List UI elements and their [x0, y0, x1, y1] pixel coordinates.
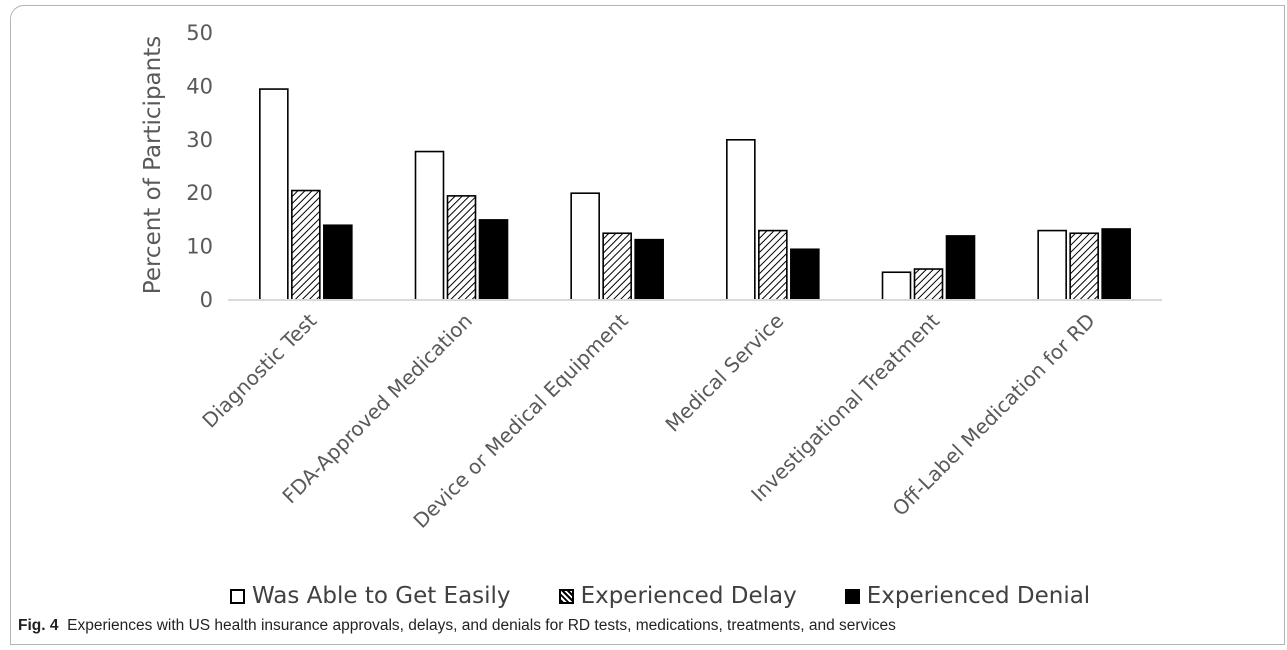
bar-experienced-delay-diagnostic-test: [291, 189, 321, 301]
bar-experienced-delay-medical-service: [758, 229, 788, 301]
bar-experienced-denial-device-or-medical-equipment: [634, 238, 664, 301]
y-tick-label: 0: [200, 288, 213, 312]
bar-experienced-denial-off-label-medication-for-rd: [1101, 228, 1131, 301]
bar-was-able-to-get-easily-medical-service: [726, 139, 756, 301]
bar-experienced-denial-medical-service: [790, 248, 820, 301]
legend-label-denial: Experienced Denial: [866, 583, 1091, 609]
legend-item-easily: Was Able to Get Easily: [230, 583, 511, 609]
bar-was-able-to-get-easily-investigational-treatment: [881, 271, 912, 301]
bar-experienced-delay-off-label-medication-for-rd: [1069, 232, 1099, 301]
y-tick-label: 10: [186, 235, 213, 259]
bar-was-able-to-get-easily-diagnostic-test: [259, 88, 289, 301]
bar-experienced-denial-fda-approved-medication: [478, 219, 509, 301]
legend-label-delay: Experienced Delay: [580, 583, 797, 609]
legend-item-denial: Experienced Denial: [844, 583, 1091, 609]
bar-experienced-delay-investigational-treatment: [913, 268, 944, 301]
x-category-label: Medical Service: [660, 309, 788, 437]
bar-was-able-to-get-easily-device-or-medical-equipment: [570, 192, 600, 301]
bar-experienced-delay-fda-approved-medication: [446, 195, 477, 301]
bar-chart: Percent of Participants 0 10 20 30 40 50 Diag…: [140, 21, 1162, 533]
y-tick-label: 50: [186, 21, 213, 45]
bar-experienced-denial-diagnostic-test: [323, 224, 353, 301]
figure-caption-text: Experiences with US health insurance app…: [67, 617, 896, 634]
bar-was-able-to-get-easily-fda-approved-medication: [414, 150, 445, 301]
y-tick-label: 30: [186, 128, 213, 152]
legend-swatch-easily: [230, 588, 245, 604]
bar-experienced-delay-device-or-medical-equipment: [602, 232, 632, 301]
y-axis-label: Percent of Participants: [140, 36, 166, 294]
figure-frame: [10, 5, 1285, 645]
figure-caption-label: Fig. 4: [18, 617, 59, 634]
bar-was-able-to-get-easily-off-label-medication-for-rd: [1037, 229, 1067, 301]
y-tick-label: 20: [186, 181, 213, 205]
bar-experienced-denial-investigational-treatment: [945, 235, 976, 301]
legend-swatch-denial: [844, 588, 860, 604]
figure-caption: Fig. 4 Experiences with US health insura…: [18, 617, 896, 635]
legend-item-delay: Experienced Delay: [558, 583, 797, 609]
legend-swatch-delay: [558, 588, 574, 604]
legend-label-easily: Was Able to Get Easily: [252, 583, 511, 609]
legend: Was Able to Get Easily Experienced Delay…: [230, 583, 1090, 609]
y-tick-label: 40: [186, 74, 213, 98]
x-category-label: Diagnostic Test: [197, 308, 321, 432]
